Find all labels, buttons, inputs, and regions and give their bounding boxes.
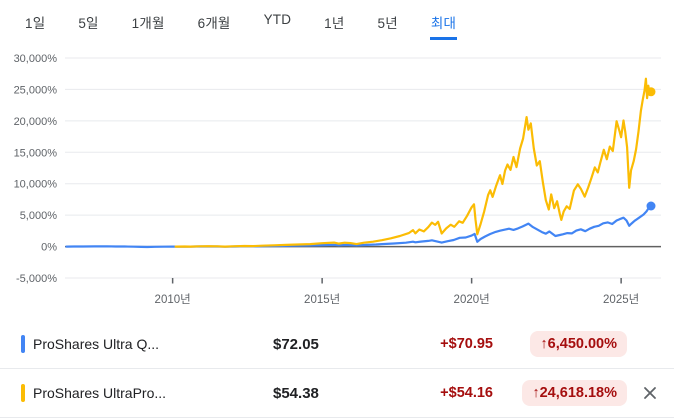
x-axis-label: 2020년 bbox=[454, 293, 490, 306]
close-icon bbox=[644, 387, 656, 399]
series-color-bar bbox=[21, 384, 25, 402]
time-range-tab-bar: 1일 5일 1개월 6개월 YTD 1년 5년 최대 bbox=[0, 0, 674, 44]
series-color-bar bbox=[21, 335, 25, 353]
series-endpoint-ultrapro-qqq bbox=[646, 87, 656, 97]
tab-range-1y[interactable]: 1년 bbox=[324, 16, 345, 31]
x-axis-label: 2015년 bbox=[304, 293, 340, 306]
performance-chart[interactable]: 30,000% 25,000% 20,000% 15,000% 10,000% 5,000… bbox=[0, 44, 674, 310]
price-change: +$54.16 bbox=[440, 385, 493, 401]
y-axis-label: 25,000% bbox=[14, 84, 58, 96]
tab-range-1m[interactable]: 1개월 bbox=[131, 16, 165, 31]
series-line-ultrapro-qqq bbox=[174, 77, 653, 248]
percent-change-badge: ↑24,618.18% bbox=[522, 380, 627, 406]
instrument-legend: ProShares Ultra Q... $72.05 +$70.95 ↑6,450.… bbox=[0, 320, 674, 418]
x-axis-label: 2025년 bbox=[603, 293, 639, 306]
instrument-price: $72.05 bbox=[273, 335, 319, 353]
y-axis-label: 20,000% bbox=[14, 116, 58, 128]
tab-range-5d[interactable]: 5일 bbox=[78, 16, 99, 31]
percent-change-badge: ↑6,450.00% bbox=[530, 331, 627, 357]
y-axis-label: -5,000% bbox=[16, 273, 57, 285]
tab-range-max[interactable]: 최대 bbox=[429, 0, 458, 40]
instrument-name: ProShares Ultra Q... bbox=[33, 336, 160, 352]
y-axis-label: 10,000% bbox=[14, 179, 58, 191]
y-axis-label: 0% bbox=[41, 242, 57, 254]
instrument-name: ProShares UltraPro... bbox=[33, 385, 167, 401]
series-endpoint-ultra-qqq bbox=[646, 201, 656, 211]
legend-row-ultra-qqq[interactable]: ProShares Ultra Q... $72.05 +$70.95 ↑6,450.… bbox=[0, 320, 674, 369]
tab-range-ytd[interactable]: YTD bbox=[263, 12, 292, 27]
y-axis-label: 15,000% bbox=[14, 147, 58, 159]
instrument-price: $54.38 bbox=[273, 384, 319, 402]
chart-area: 30,000% 25,000% 20,000% 15,000% 10,000% 5,000… bbox=[0, 44, 674, 310]
price-change: +$70.95 bbox=[440, 336, 493, 352]
legend-row-ultrapro-qqq[interactable]: ProShares UltraPro... $54.38 +$54.16 ↑24,61… bbox=[0, 369, 674, 418]
tab-range-1d[interactable]: 1일 bbox=[25, 16, 46, 31]
tab-range-6m[interactable]: 6개월 bbox=[197, 16, 231, 31]
x-axis-label: 2010년 bbox=[155, 293, 191, 306]
remove-series-button[interactable] bbox=[639, 382, 661, 404]
tab-range-5y[interactable]: 5년 bbox=[377, 16, 398, 31]
y-axis-label: 30,000% bbox=[14, 53, 58, 65]
y-axis-label: 5,000% bbox=[20, 210, 58, 222]
